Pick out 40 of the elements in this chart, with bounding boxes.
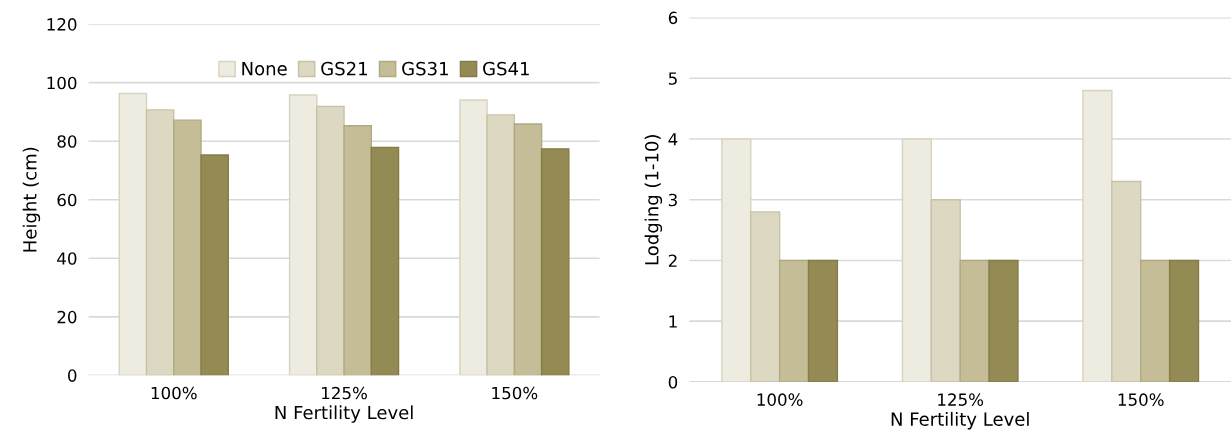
x-tick-label: 100%: [757, 393, 803, 406]
legend-label: None: [242, 62, 287, 76]
y-tick-label: 5: [668, 72, 677, 85]
y-tick-label: 6: [668, 11, 678, 25]
y-axis-title: Lodging (1-10): [644, 135, 663, 265]
bar: [1168, 259, 1200, 382]
y-axis-title: Height (cm): [22, 147, 41, 252]
y-tick-label: 2: [668, 254, 677, 267]
bar: [540, 148, 570, 376]
bar: [200, 154, 229, 376]
x-axis-title: N Fertility Level: [275, 405, 413, 423]
bar: [370, 146, 400, 376]
legend-label: GS31: [402, 61, 448, 76]
legend-label: GS21: [321, 61, 367, 76]
y-tick-label: 40: [57, 252, 77, 265]
x-tick-label: 125%: [322, 386, 367, 400]
x-tick-label: 150%: [492, 386, 538, 400]
y-tick-label: 0: [668, 375, 678, 389]
y-tick-label: 4: [668, 133, 678, 146]
y-tick-label: 3: [668, 193, 677, 207]
x-axis-title: N Fertility Level: [891, 411, 1029, 430]
bar: [807, 259, 839, 382]
y-tick-label: 0: [68, 369, 77, 382]
bar: [173, 119, 202, 376]
legend-label: GS41: [483, 61, 529, 76]
bar: [988, 259, 1019, 382]
bar: [343, 125, 373, 376]
x-tick-label: 150%: [1118, 393, 1164, 406]
y-tick-label: 20: [57, 310, 77, 324]
y-tick-label: 60: [57, 193, 77, 207]
bar: [778, 259, 810, 382]
bar: [959, 259, 990, 382]
x-tick-label: 125%: [938, 393, 984, 406]
x-tick-label: 100%: [151, 386, 197, 400]
y-tick-label: 80: [57, 135, 77, 148]
y-tick-label: 120: [47, 18, 77, 31]
y-tick-label: 1: [669, 315, 677, 328]
bar: [1140, 259, 1171, 382]
y-tick-label: 100: [47, 76, 77, 90]
bar: [513, 123, 543, 376]
